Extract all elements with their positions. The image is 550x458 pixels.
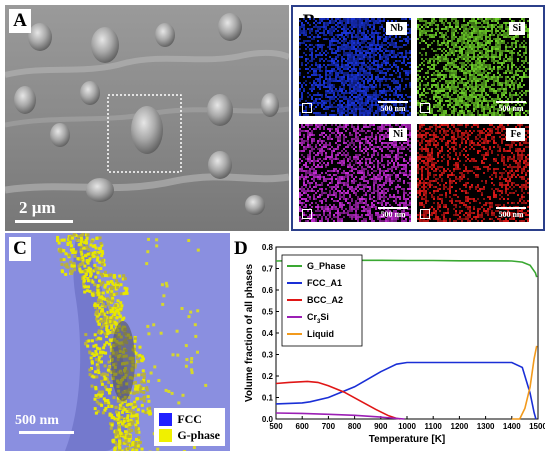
eds-map-fe: Fe 500 nm (417, 124, 529, 222)
map-scale-si: 500 nm (496, 101, 526, 113)
y-tick-label: 0.3 (262, 351, 274, 360)
x-tick-label: 1500 (529, 422, 545, 431)
series-line-liquid (511, 345, 538, 420)
y-tick-label: 0.0 (262, 415, 274, 424)
y-axis-label: Volume fraction of all phases (244, 263, 255, 402)
x-tick-label: 500 (269, 422, 283, 431)
selection-box (107, 94, 182, 173)
element-label-nb: Nb (386, 22, 407, 35)
legend-label: G_Phase (307, 261, 346, 271)
phase-map-panel: C 500 nm FCC G-phase (5, 233, 230, 451)
fcc-swatch (159, 412, 173, 426)
eds-map-si: Si 500 nm (417, 18, 529, 116)
eds-map-nb: Nb 500 nm (299, 18, 411, 116)
map-corner-icon (302, 209, 312, 219)
map-corner-icon (420, 209, 430, 219)
scale-bar (19, 431, 74, 434)
map-corner-icon (302, 103, 312, 113)
legend-label: Cr3Si (307, 312, 329, 325)
y-tick-label: 0.6 (262, 286, 274, 295)
scale-label: 2 µm (19, 198, 56, 217)
x-tick-label: 900 (374, 422, 388, 431)
element-label-ni: Ni (389, 128, 407, 141)
x-tick-label: 800 (348, 422, 362, 431)
series-line-cr3si (275, 412, 405, 420)
x-tick-label: 600 (296, 422, 310, 431)
legend-label: FCC_A1 (307, 278, 342, 288)
element-label-si: Si (508, 22, 525, 35)
x-tick-label: 1200 (451, 422, 469, 431)
panel-letter-d: D (234, 238, 248, 259)
nb-map-image (299, 18, 411, 116)
x-tick-label: 1000 (398, 422, 416, 431)
sem-image: 2 µm (5, 5, 289, 231)
panel-letter-c: C (9, 237, 31, 261)
y-tick-label: 0.7 (262, 265, 274, 274)
eds-map-ni: Ni 500 nm (299, 124, 411, 222)
y-tick-label: 0.1 (262, 394, 274, 403)
series-line-bcc-a2 (275, 380, 401, 420)
x-tick-label: 1300 (477, 422, 495, 431)
phase-fraction-chart: 500 600 700 800 900 1000 1100 1200 1300 1400 1500 0… (244, 243, 547, 445)
y-tick-label: 0.2 (262, 372, 274, 381)
map-scale-fe: 500 nm (496, 207, 526, 219)
x-tick-label: 1100 (425, 422, 443, 431)
scale-label: 500 nm (15, 413, 59, 428)
phase-legend: FCC G-phase (154, 408, 225, 446)
phase-fraction-chart-panel: D 500 600 700 800 900 1000 1100 1200 1300 1400 150… (232, 233, 547, 451)
legend-label: BCC_A2 (307, 295, 343, 305)
x-tick-label: 1400 (503, 422, 521, 431)
y-tick-label: 0.4 (262, 329, 274, 338)
legend-item-g-phase: G-phase (159, 427, 220, 443)
map-scale-ni: 500 nm (378, 207, 408, 219)
series-line-fcc-a1 (275, 361, 537, 420)
panel-letter-a: A (9, 9, 31, 33)
element-label-fe: Fe (506, 128, 525, 141)
legend-label: Liquid (307, 329, 334, 339)
y-tick-label: 0.8 (262, 243, 274, 252)
map-corner-icon (420, 103, 430, 113)
scale-bar (15, 220, 73, 223)
x-tick-label: 700 (322, 422, 336, 431)
g-phase-swatch (159, 428, 173, 442)
legend-item-fcc: FCC (159, 411, 220, 427)
map-scale-nb: 500 nm (378, 101, 408, 113)
y-tick-label: 0.5 (262, 308, 274, 317)
eds-maps-panel: B Nb 500 nm Si 500 nm Ni 500 nm Fe 500 n… (291, 5, 545, 231)
x-axis-label: Temperature [K] (369, 434, 446, 445)
precipitate-bumps (14, 13, 279, 215)
sem-image-panel: 2 µm A (5, 5, 289, 231)
